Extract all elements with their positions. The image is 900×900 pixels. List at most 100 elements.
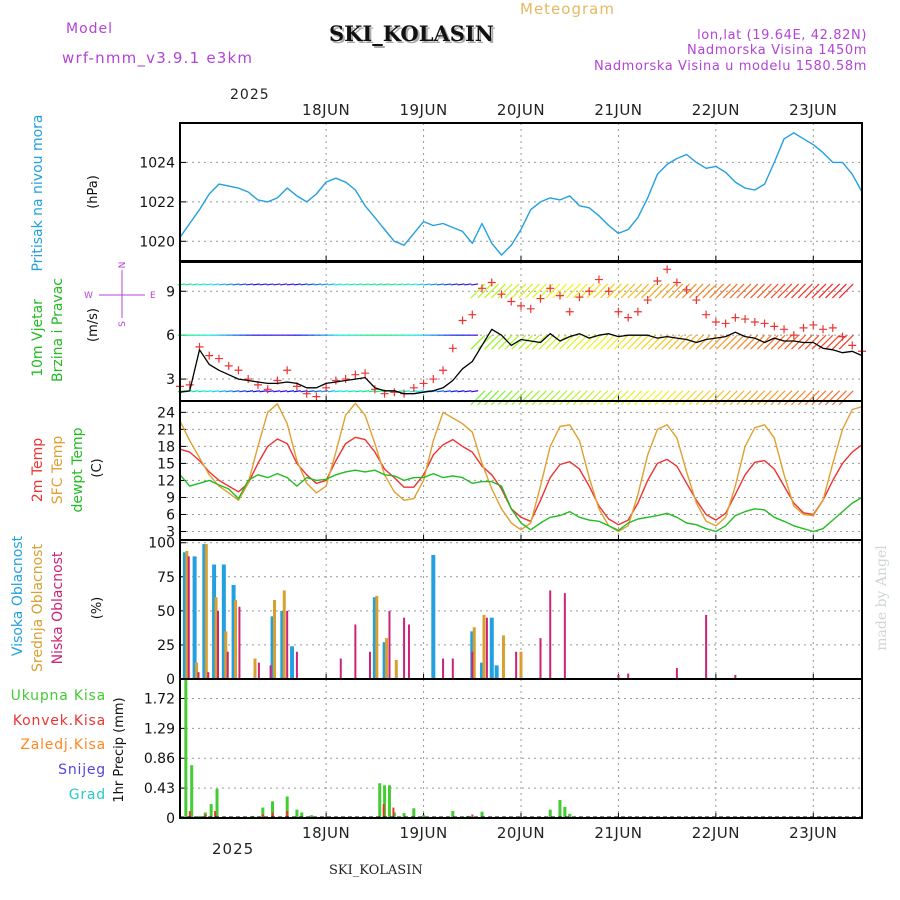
wind-title-2: Brzina i Pravac: [50, 278, 66, 382]
cloud-title-3: Niska Oblacnost: [50, 551, 66, 664]
wind-direction-arrow: [245, 390, 254, 393]
wind-direction-arrow: [368, 283, 376, 286]
temp-title-2: SFC Temp: [50, 436, 66, 505]
wind-direction-arrow: [681, 334, 697, 350]
wind-direction-arrow: [559, 334, 575, 350]
wind-direction-arrow: [729, 334, 745, 350]
gust-marker: [448, 344, 457, 353]
gust-marker: [478, 284, 487, 293]
model-label: Model: [66, 21, 113, 37]
wind-direction-arrow: [321, 283, 329, 286]
ytick-label-1: 6: [166, 328, 175, 344]
precip-bar: [295, 809, 299, 818]
precip-bar: [382, 804, 385, 818]
precip-bar: [204, 814, 207, 818]
precip-unit: 1hr Precip (mm): [112, 697, 127, 802]
ytick-label-2: 50: [157, 604, 175, 620]
cloud-bar: [185, 550, 189, 679]
wind-direction-arrow: [627, 283, 643, 299]
cloud-title-2: Srednja Oblacnost: [30, 544, 46, 672]
wind-direction-arrow: [218, 390, 226, 393]
compass-s: S: [118, 321, 128, 327]
precip-bar: [300, 812, 304, 818]
wind-direction-arrow: [661, 390, 677, 406]
watermark: made by Angel: [874, 545, 890, 651]
gust-marker: [692, 296, 701, 305]
cloud-bar: [485, 617, 488, 679]
wind-direction-arrow: [838, 283, 854, 299]
cloud-bar: [192, 556, 197, 679]
wind-direction-arrow: [191, 283, 199, 286]
wind-direction-arrow: [763, 334, 779, 350]
wind-direction-arrow: [654, 390, 670, 406]
wind-direction-arrow: [552, 334, 568, 350]
temp-line-0: [179, 436, 863, 526]
gust-marker: [565, 307, 574, 316]
gust-marker: [244, 375, 253, 384]
precip-bar: [548, 809, 552, 818]
wind-direction-arrow: [593, 283, 609, 299]
panel-border: [179, 400, 863, 541]
wind-direction-arrow: [334, 283, 342, 286]
wind-direction-arrow: [293, 390, 301, 393]
wind-direction-arrow: [743, 390, 759, 406]
precip-bar: [214, 811, 217, 818]
wind-direction-arrow: [327, 390, 335, 393]
cloud-bar: [280, 610, 285, 679]
cloud-bar: [549, 590, 552, 679]
ytick-label-4: 15: [157, 456, 175, 472]
year-bottom: 2025: [212, 840, 254, 858]
cloud-bar: [295, 651, 298, 679]
gust-marker: [351, 370, 360, 379]
ytick-label-6: 21: [157, 422, 175, 438]
wind-direction-arrow: [763, 283, 779, 299]
precipitation-panel: 0 0.43 0.86 1.29 1.72: [144, 677, 863, 827]
wind-direction-arrow: [784, 334, 800, 350]
wind-direction-arrow: [600, 390, 615, 406]
compass-e: E: [150, 291, 156, 301]
wind-direction-arrow: [484, 283, 500, 299]
wind-direction-arrow: [177, 283, 185, 286]
cloud-bar: [442, 658, 445, 679]
wind-direction-arrow: [525, 283, 540, 299]
wind-direction-arrow: [389, 283, 397, 286]
gust-marker: [819, 325, 828, 334]
wind-direction-arrow: [716, 283, 731, 299]
cloud-bar: [212, 564, 217, 679]
ytick-label-7: 24: [157, 405, 175, 421]
gust-marker: [750, 317, 759, 326]
altitude: Nadmorska Visina 1450m: [687, 43, 867, 58]
top-day-label: 18JUN: [302, 101, 350, 119]
wind-direction-arrow: [702, 334, 718, 350]
wind-direction-arrow: [722, 390, 738, 406]
bottom-day-labels: 18JUN 19JUN 20JUN 21JUN 22JUN 23JUN: [302, 824, 837, 842]
wind-direction-arrow: [382, 283, 390, 286]
wind-direction-arrow: [504, 283, 520, 299]
wind-direction-arrow: [668, 390, 684, 406]
precip-bar: [190, 765, 194, 818]
wind-direction-arrow: [307, 390, 315, 393]
gust-marker: [760, 319, 769, 328]
station-title: SKI_KOLASIN: [329, 21, 494, 46]
wind-direction-arrow: [477, 334, 493, 350]
gust-marker: [497, 290, 506, 299]
gust-marker: [526, 304, 535, 313]
gust-marker: [731, 313, 740, 322]
wind-direction-arrow: [566, 390, 581, 406]
wind-direction-arrow: [477, 390, 493, 406]
compass-rose: N W E S: [84, 262, 156, 327]
wind-direction-arrow: [791, 283, 806, 299]
wind-direction-arrow: [457, 283, 465, 286]
gust-marker: [663, 265, 672, 274]
gust-marker: [614, 307, 623, 316]
bottom-day-label: 21JUN: [594, 824, 642, 842]
wind-direction-arrow: [464, 283, 472, 286]
ytick-label-4: 100: [148, 536, 175, 552]
wind-direction-arrow: [831, 334, 847, 350]
gust-marker: [789, 331, 798, 340]
panel-border: [179, 122, 863, 262]
wind-direction-arrow: [184, 283, 192, 286]
wind-direction-arrow: [634, 334, 650, 350]
cloud-bar: [472, 627, 476, 679]
wind-direction-arrow: [634, 283, 650, 299]
